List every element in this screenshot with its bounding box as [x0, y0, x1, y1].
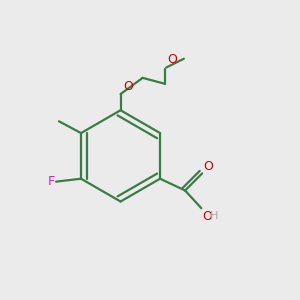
Text: H: H — [210, 211, 218, 220]
Text: O: O — [202, 210, 212, 223]
Text: F: F — [47, 175, 55, 188]
Text: O: O — [204, 160, 214, 172]
Text: O: O — [123, 80, 133, 93]
Text: O: O — [167, 53, 177, 66]
